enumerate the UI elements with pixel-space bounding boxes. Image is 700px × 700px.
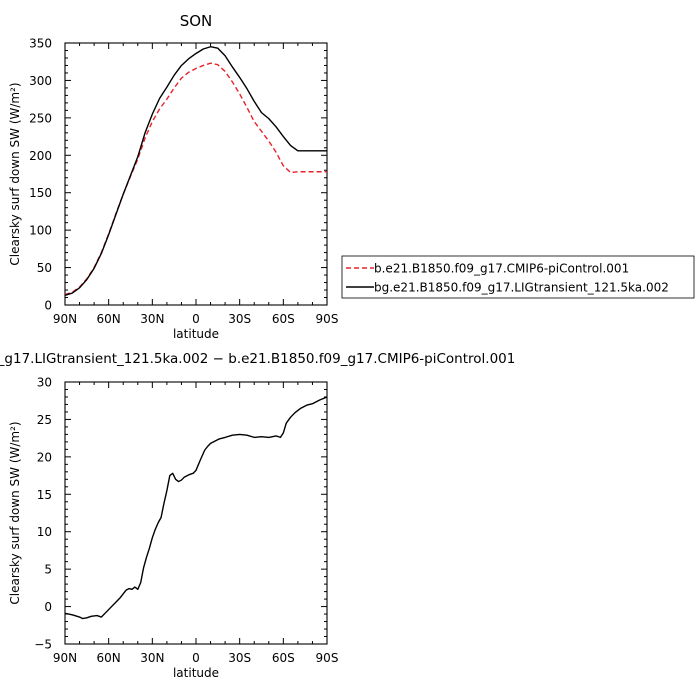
y-tick-label: 0 — [44, 299, 52, 313]
y-tick-label: 350 — [29, 37, 52, 51]
y-tick-label: 300 — [29, 74, 52, 88]
y-tick-label: 150 — [29, 186, 52, 200]
y-tick-label: 10 — [37, 525, 52, 539]
series-line-1 — [64, 396, 328, 620]
legend-entry-2: bg.e21.B1850.f09_g17.LIGtransient_121.5k… — [374, 281, 669, 295]
y-tick-label: 200 — [29, 149, 52, 163]
chart-panel-2: bg.e21.B1850.f09_g17.LIGtransient_121.5k… — [0, 351, 515, 680]
y-tick-label: 5 — [44, 563, 52, 577]
y-tick-label: 15 — [37, 488, 52, 502]
y-axis-label: Clearsky surf down SW (W/m²) — [8, 82, 22, 265]
x-tick-label: 30N — [140, 312, 164, 326]
y-tick-label: 0 — [44, 600, 52, 614]
x-axis-label: latitude — [173, 666, 219, 680]
chart-panel-1: SON 90N 60N 30N 0 30S 60S 90S 0 50 100 150 200 250 300… — [8, 12, 695, 341]
x-axis-label: latitude — [173, 327, 219, 341]
legend: b.e21.B1850.f09_g17.CMIP6-piControl.001b… — [341, 255, 695, 299]
x-tick-label: 90N — [53, 651, 77, 665]
y-tick-label: 250 — [29, 111, 52, 125]
x-tick-label: 60S — [272, 312, 295, 326]
y-tick-label: 100 — [29, 224, 52, 238]
x-tick-label: 0 — [192, 651, 200, 665]
series-line-1 — [64, 62, 327, 296]
chart-title: bg.e21.B1850.f09_g17.LIGtransient_121.5k… — [0, 351, 515, 367]
x-tick-label: 60S — [272, 651, 295, 665]
x-tick-label: 90S — [316, 651, 339, 665]
y-tick-label: 25 — [37, 413, 52, 427]
chart-title: SON — [180, 12, 213, 30]
plot-frame — [64, 42, 328, 306]
x-tick-label: 90N — [53, 312, 77, 326]
y-axis-label: Clearsky surf down SW (W/m²) — [8, 421, 22, 604]
x-tick-label: 60N — [97, 651, 121, 665]
x-tick-label: 90S — [316, 312, 339, 326]
legend-entry-1: b.e21.B1850.f09_g17.CMIP6-piControl.001 — [374, 262, 629, 276]
legend-box — [341, 255, 695, 299]
x-tick-label: 30S — [228, 312, 251, 326]
x-tick-label: 0 — [192, 312, 200, 326]
y-tick-label: −5 — [34, 638, 52, 652]
y-tick-label: 50 — [37, 261, 52, 275]
y-tick-label: 20 — [37, 450, 52, 464]
y-tick-label: 30 — [37, 376, 52, 390]
x-tick-label: 30S — [228, 651, 251, 665]
x-tick-label: 60N — [97, 312, 121, 326]
series-line-2 — [64, 46, 327, 296]
x-tick-label: 30N — [140, 651, 164, 665]
